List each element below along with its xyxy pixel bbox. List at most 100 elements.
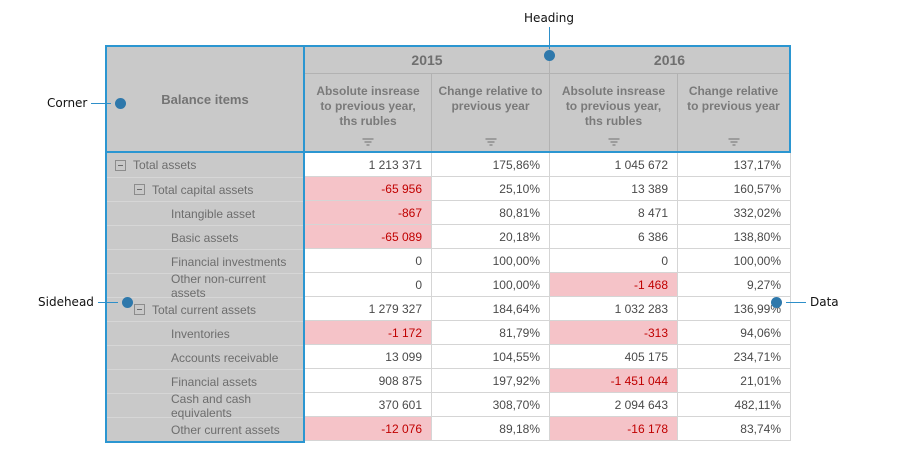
heading-callout-label: Heading xyxy=(524,11,574,25)
data-cell: 104,55% xyxy=(432,345,550,369)
sidehead-callout-dot xyxy=(121,296,133,308)
collapse-spacer xyxy=(153,232,164,243)
row-header-label: Total assets xyxy=(133,158,197,172)
data-cell: -313 xyxy=(550,321,678,345)
column-header-chg-2016[interactable]: Change relative to previous year xyxy=(678,74,789,151)
data-cell: 308,70% xyxy=(432,393,550,417)
data-cell: 197,92% xyxy=(432,369,550,393)
column-header-chg-2015[interactable]: Change relative to previous year xyxy=(432,74,549,151)
sub-header-row: Absolute insrease to previous year, ths … xyxy=(550,74,789,151)
row-header-label: Other current assets xyxy=(171,422,280,437)
data-cell: 21,01% xyxy=(678,369,791,393)
data-cell: 184,64% xyxy=(432,297,550,321)
data-cell: 9,27% xyxy=(678,273,791,297)
data-cell: -1 172 xyxy=(305,321,432,345)
row-header-label: Inventories xyxy=(171,326,230,341)
data-cell: 13 389 xyxy=(550,177,678,201)
row-header[interactable]: Other non-current assets xyxy=(107,271,303,300)
collapse-spacer xyxy=(153,352,164,363)
column-header-label: Change relative to previous year xyxy=(438,84,543,114)
row-header-label: Basic assets xyxy=(171,230,239,245)
row-header[interactable]: Intangible asset xyxy=(107,201,303,225)
data-cell: -867 xyxy=(305,201,432,225)
filter-icon[interactable] xyxy=(608,138,619,146)
row-header[interactable]: Inventories xyxy=(107,321,303,345)
data-cell: 138,80% xyxy=(678,225,791,249)
data-cell: 136,99% xyxy=(678,297,791,321)
sub-header-row: Absolute insrease to previous year, ths … xyxy=(305,74,549,151)
row-header[interactable]: Total assets xyxy=(107,153,303,177)
row-header-label: Other non-current assets xyxy=(171,271,266,300)
row-header[interactable]: Total current assets xyxy=(107,297,303,321)
data-area: 1 213 371 175,86% 1 045 672 137,17% -65 956 2… xyxy=(305,153,791,442)
data-cell: 0 xyxy=(305,249,432,273)
row-header-label: Financial investments xyxy=(171,254,287,269)
column-header-abs-2015[interactable]: Absolute insrease to previous year, ths … xyxy=(305,74,432,151)
data-cell: 332,02% xyxy=(678,201,791,225)
data-cell: 6 386 xyxy=(550,225,678,249)
column-header-label: Absolute insrease to previous year, ths … xyxy=(561,84,666,129)
data-cell: 89,18% xyxy=(432,417,550,441)
collapse-spacer xyxy=(153,376,164,387)
data-cell: -1 451 044 xyxy=(550,369,678,393)
data-cell: 25,10% xyxy=(432,177,550,201)
data-cell: 234,71% xyxy=(678,345,791,369)
row-area: Balance items Total assets Total capital … xyxy=(105,45,305,443)
collapse-icon[interactable] xyxy=(115,159,126,171)
heading-callout-dot xyxy=(543,50,555,61)
year-header-2015[interactable]: 2015 xyxy=(305,47,549,74)
row-header-label: Cash and cash equivalents xyxy=(171,391,252,420)
collapse-icon[interactable] xyxy=(134,304,145,315)
data-cell: 20,18% xyxy=(432,225,550,249)
row-header[interactable]: Cash and cash equivalents xyxy=(107,391,303,420)
heading-callout: Heading xyxy=(519,11,579,61)
data-cell: 8 471 xyxy=(550,201,678,225)
row-header[interactable]: Other current assets xyxy=(107,417,303,441)
column-header-abs-2016[interactable]: Absolute insrease to previous year, ths … xyxy=(550,74,678,151)
data-cell: 1 032 283 xyxy=(550,297,678,321)
data-cell: 100,00% xyxy=(432,273,550,297)
data-callout-line xyxy=(786,301,806,303)
row-header[interactable]: Basic assets xyxy=(107,225,303,249)
row-header-label: Total capital assets xyxy=(152,182,254,197)
corner-sidehead-divider xyxy=(107,151,303,153)
year-header-2016[interactable]: 2016 xyxy=(550,47,789,74)
data-cell: 137,17% xyxy=(678,153,791,177)
filter-icon[interactable] xyxy=(485,138,496,146)
data-cell: 100,00% xyxy=(678,249,791,273)
corner-callout: Corner xyxy=(47,96,127,110)
sidehead-callout: Sidehead xyxy=(38,295,133,309)
data-cell: 1 279 327 xyxy=(305,297,432,321)
row-header-label: Intangible asset xyxy=(171,206,256,221)
corner-callout-dot xyxy=(115,97,127,109)
sidehead-callout-label: Sidehead xyxy=(38,295,94,309)
column-headings: 2015 Absolute insrease to previous year,… xyxy=(303,45,791,153)
collapse-icon[interactable] xyxy=(134,184,145,195)
filter-icon[interactable] xyxy=(362,138,374,146)
data-cell: 2 094 643 xyxy=(550,393,678,417)
data-callout-dot xyxy=(771,296,782,308)
data-cell: -1 468 xyxy=(550,273,678,297)
corner-cell: Balance items xyxy=(161,91,249,107)
row-header[interactable]: Financial assets xyxy=(107,369,303,393)
data-cell: -65 956 xyxy=(305,177,432,201)
row-header[interactable]: Accounts receivable xyxy=(107,345,303,369)
sidehead-rows: Total assets Total capital assets Intangib… xyxy=(107,153,303,441)
row-header[interactable]: Total capital assets xyxy=(107,177,303,201)
row-header-label: Financial assets xyxy=(171,374,258,389)
row-header[interactable]: Financial investments xyxy=(107,249,303,273)
filter-icon[interactable] xyxy=(728,138,739,146)
column-header-label: Change relative to previous year xyxy=(687,84,780,114)
data-cell: 0 xyxy=(550,249,678,273)
data-cell: 100,00% xyxy=(432,249,550,273)
data-cell: 1 045 672 xyxy=(550,153,678,177)
data-cell: 175,86% xyxy=(432,153,550,177)
data-cell: 160,57% xyxy=(678,177,791,201)
collapse-spacer xyxy=(153,424,164,435)
data-cell: 0 xyxy=(305,273,432,297)
pivot-grid: Balance items Total assets Total capital … xyxy=(105,45,792,444)
data-callout: Data xyxy=(771,295,839,309)
collapse-spacer xyxy=(153,280,164,291)
data-cell: 81,79% xyxy=(432,321,550,345)
